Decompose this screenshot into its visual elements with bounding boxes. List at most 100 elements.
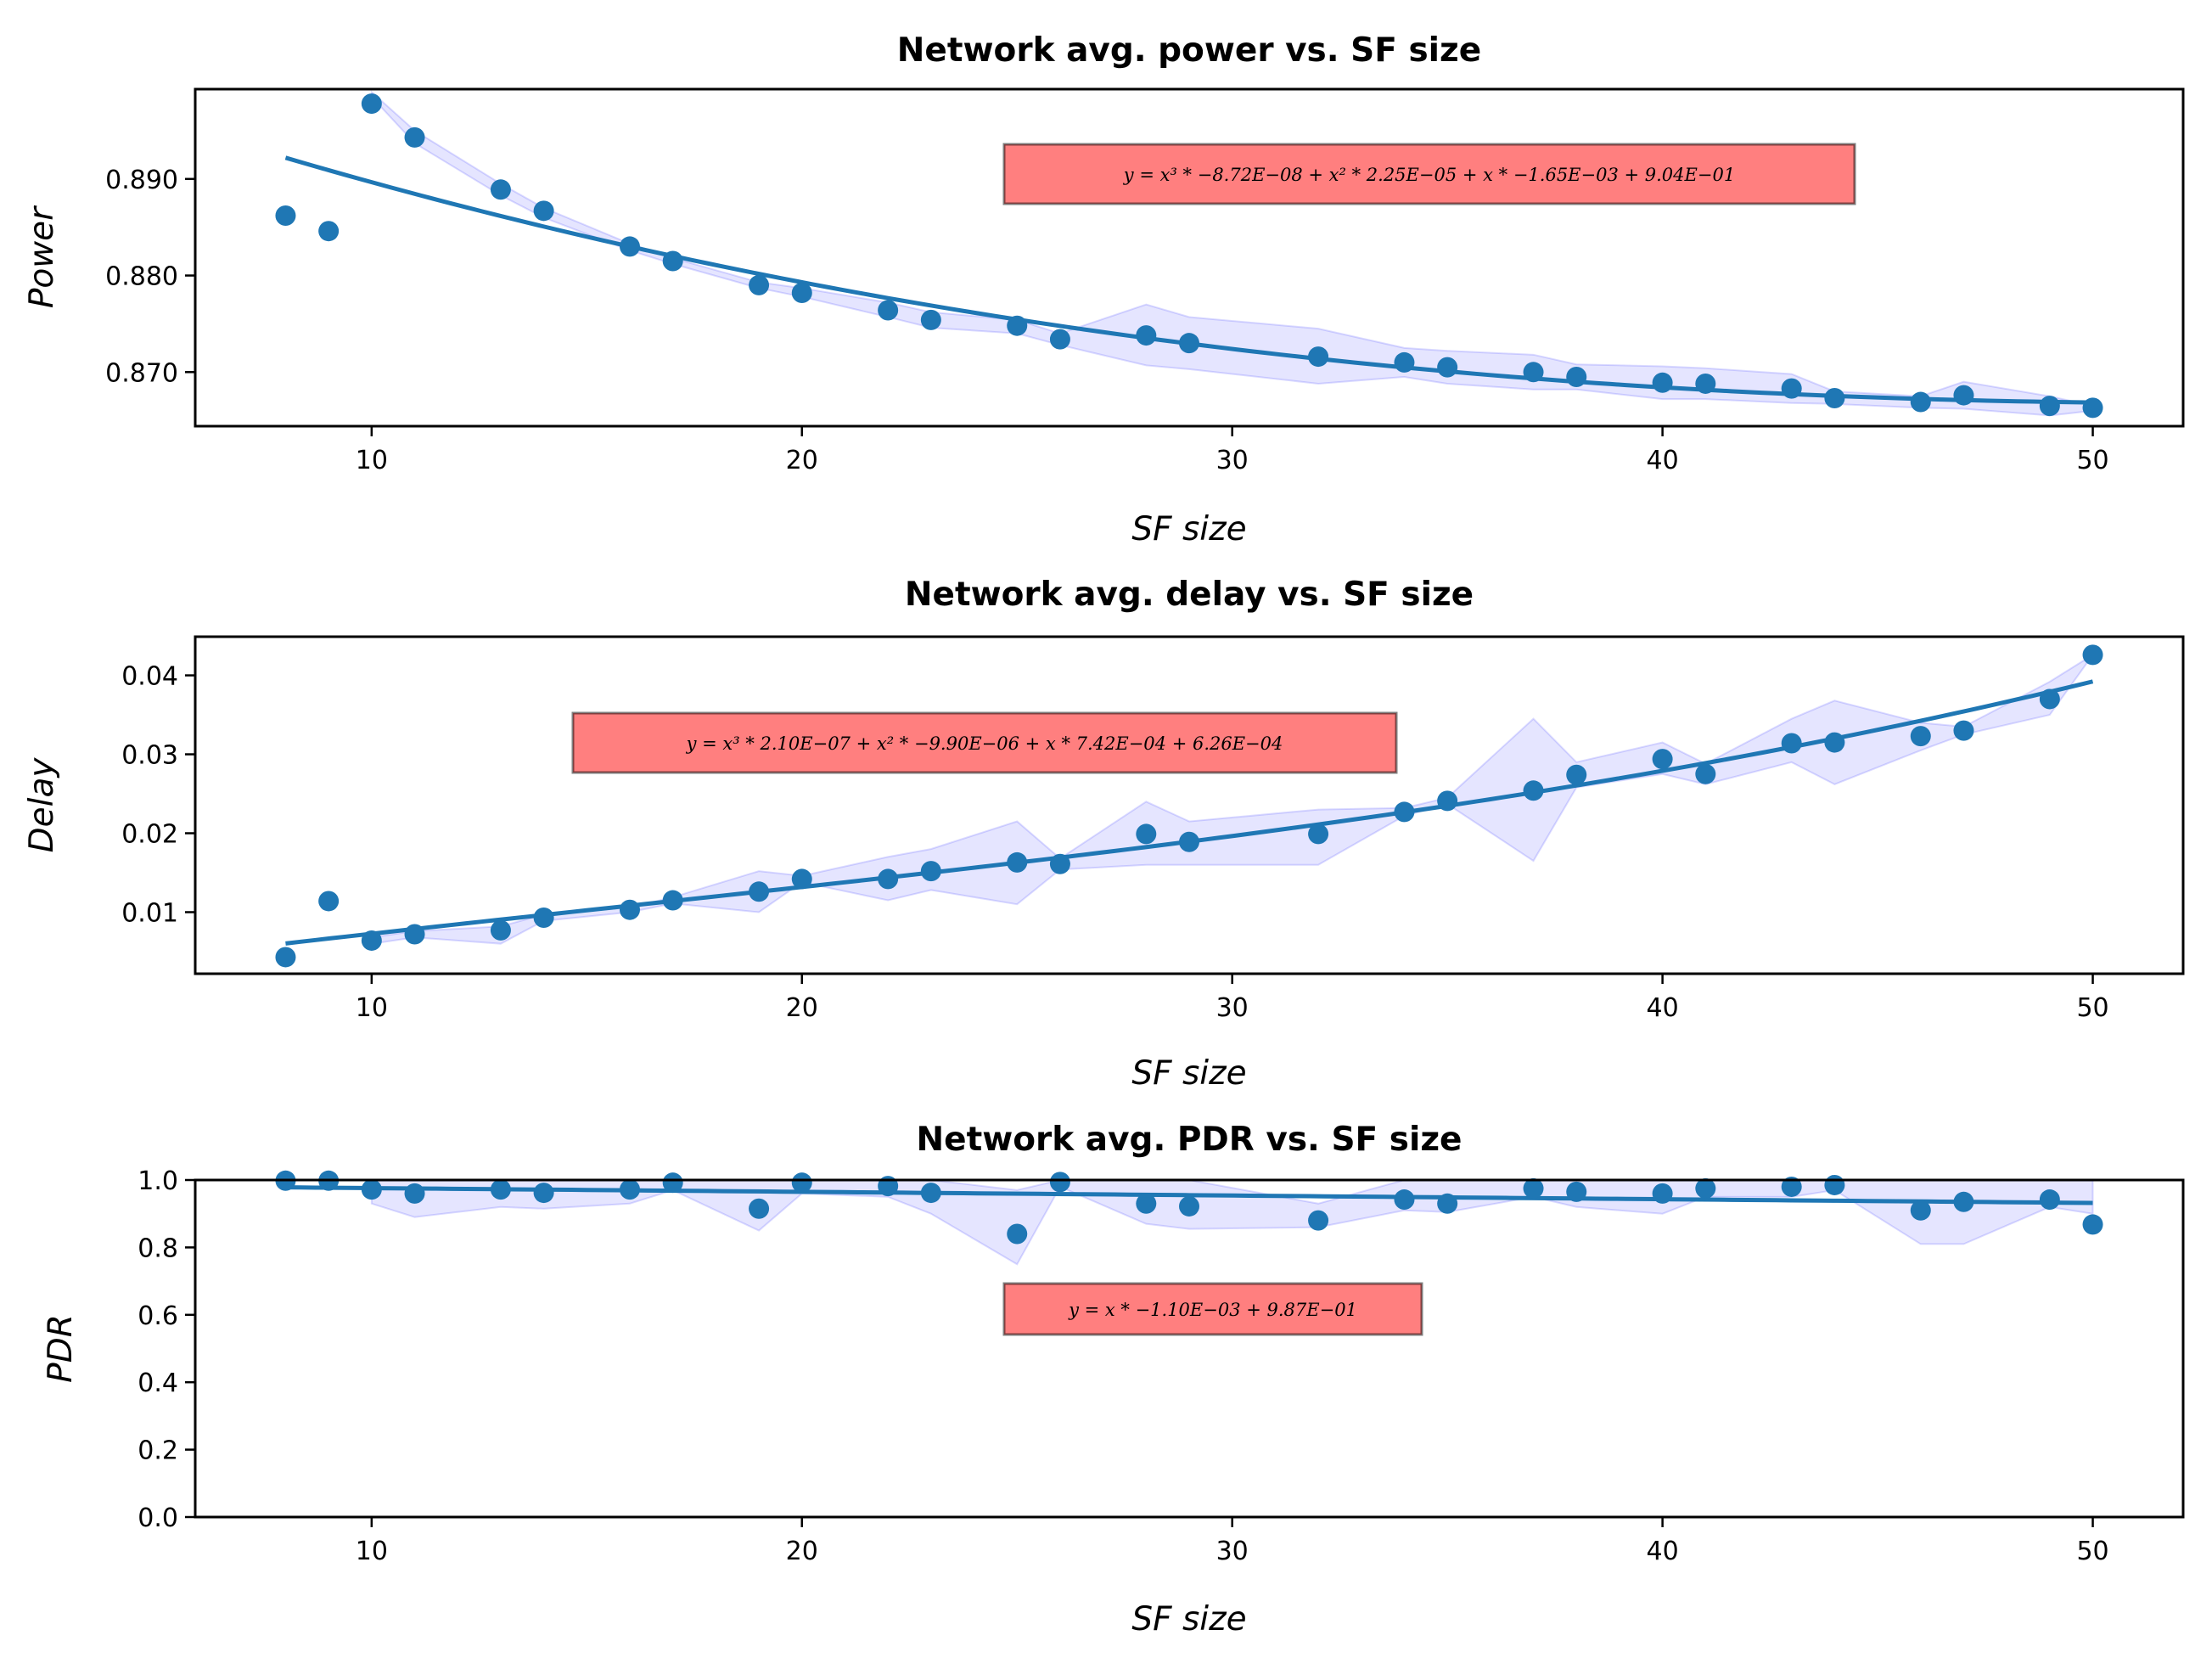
- data-point: [1566, 366, 1587, 387]
- data-point: [2082, 644, 2103, 666]
- data-point: [533, 1183, 554, 1204]
- data-point: [1953, 720, 1974, 741]
- axes-frame: [194, 1178, 2185, 1519]
- x-tick-label: 50: [2076, 993, 2108, 1023]
- x-tick-label: 10: [356, 993, 388, 1023]
- data-point: [490, 919, 511, 941]
- data-point: [1308, 346, 1329, 368]
- chart-title: Network avg. PDR vs. SF size: [917, 1121, 1463, 1159]
- data-point: [1308, 823, 1329, 845]
- data-point: [1652, 1183, 1673, 1204]
- data-point: [2082, 1214, 2103, 1235]
- data-point: [1523, 362, 1544, 383]
- data-point: [1394, 351, 1415, 373]
- data-point: [1566, 764, 1587, 785]
- data-point: [749, 274, 770, 295]
- data-point: [2039, 688, 2060, 710]
- data-point: [1824, 1174, 1845, 1195]
- x-tick-label: 10: [356, 1537, 388, 1566]
- y-axis-label: PDR: [42, 1314, 80, 1383]
- data-point: [1523, 1177, 1544, 1199]
- data-point: [2039, 396, 2060, 417]
- data-point: [1652, 749, 1673, 770]
- x-axis-label: SF size: [1131, 1600, 1246, 1638]
- y-tick-label: 0.03: [121, 741, 178, 771]
- x-tick-label: 30: [1216, 993, 1249, 1023]
- data-point: [791, 283, 812, 304]
- data-point: [1824, 732, 1845, 753]
- x-tick-label: 40: [1647, 1537, 1679, 1566]
- data-point: [749, 1198, 770, 1219]
- data-point: [1652, 372, 1673, 393]
- data-point: [1394, 801, 1415, 823]
- x-tick-label: 20: [786, 1537, 818, 1566]
- data-point: [2039, 1189, 2060, 1211]
- chart-title: Network avg. power vs. SF size: [897, 31, 1481, 70]
- data-point: [1910, 1200, 1931, 1221]
- data-point: [1179, 831, 1199, 852]
- data-point: [404, 924, 425, 945]
- data-point: [1695, 1177, 1716, 1199]
- x-tick-label: 30: [1216, 446, 1249, 475]
- data-point: [1781, 378, 1802, 399]
- data-point: [361, 1179, 382, 1200]
- data-point: [1049, 1172, 1070, 1193]
- data-point: [1179, 333, 1199, 354]
- data-point: [662, 250, 683, 272]
- x-tick-label: 20: [786, 993, 818, 1023]
- y-tick-label: 0.01: [121, 898, 178, 928]
- y-tick-label: 0.870: [105, 358, 178, 388]
- data-point: [275, 947, 296, 968]
- y-tick-label: 1.0: [138, 1166, 178, 1196]
- axes-frame: [194, 87, 2185, 428]
- data-point: [361, 93, 382, 115]
- data-point: [1136, 823, 1157, 845]
- y-axis-label: Power: [23, 205, 61, 308]
- data-point: [1910, 726, 1931, 747]
- data-point: [490, 179, 511, 200]
- panel-3: 10 20 30 40 50 0.0 0.2 0.4 0.6 0.8 1.0 Network avg.…: [42, 1121, 2185, 1638]
- data-point: [920, 861, 941, 882]
- x-tick-label: 30: [1216, 1537, 1249, 1566]
- plot-area: [284, 90, 2094, 417]
- data-point: [1781, 1176, 1802, 1197]
- y-tick-label: 0.890: [105, 166, 178, 195]
- data-point: [1437, 1193, 1458, 1214]
- equation-annotation: y = x³ * −8.72E−08 + x² * 2.25E−05 + x *…: [1123, 165, 1735, 185]
- data-point: [749, 881, 770, 902]
- data-point: [619, 899, 640, 920]
- data-point: [662, 890, 683, 911]
- data-point: [1007, 315, 1028, 336]
- y-tick-label: 0.8: [138, 1233, 178, 1263]
- data-point: [533, 200, 554, 222]
- axes-frame: [194, 635, 2185, 975]
- data-point: [1566, 1181, 1587, 1202]
- data-point: [920, 309, 941, 330]
- y-tick-label: 0.880: [105, 262, 178, 292]
- x-tick-label: 40: [1647, 993, 1679, 1023]
- y-axis-label: Delay: [23, 757, 61, 853]
- x-tick-label: 10: [356, 446, 388, 475]
- y-tick-label: 0.0: [138, 1503, 178, 1533]
- data-point: [404, 126, 425, 148]
- panel-2: 10 20 30 40 50 0.01 0.02 0.03 0.04 Network avg. d…: [23, 576, 2185, 1093]
- equation-box: [571, 711, 1398, 774]
- data-point: [1179, 1195, 1199, 1217]
- data-point: [1007, 851, 1028, 873]
- data-point: [1953, 1191, 1974, 1212]
- data-point: [1437, 790, 1458, 812]
- data-point: [1695, 763, 1716, 784]
- data-point: [1437, 357, 1458, 378]
- data-point: [1824, 388, 1845, 409]
- equation-annotation: y = x³ * 2.10E−07 + x² * −9.90E−06 + x *…: [686, 733, 1283, 754]
- data-point: [619, 1179, 640, 1200]
- chart-title: Network avg. delay vs. SF size: [905, 576, 1474, 614]
- plot-area: [285, 654, 2094, 946]
- plot-area: [285, 1180, 2094, 1266]
- y-tick-label: 0.4: [138, 1368, 178, 1398]
- data-point: [1953, 385, 1974, 406]
- x-tick-label: 50: [2076, 446, 2108, 475]
- data-point: [1136, 1193, 1157, 1214]
- equation-box: [1002, 143, 1856, 205]
- data-point: [1695, 373, 1716, 394]
